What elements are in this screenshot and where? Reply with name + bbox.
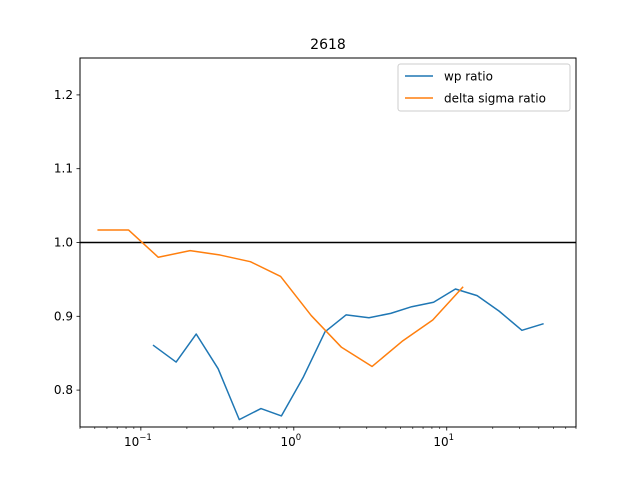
series-line-1 xyxy=(152,288,544,421)
axes: 0.8 0.9 1.0 1.1 1.2 10−1 100 101 xyxy=(54,57,577,449)
legend-label-2: delta sigma ratio xyxy=(444,92,546,106)
legend-label-1: wp ratio xyxy=(444,70,493,84)
chart-title: 2618 xyxy=(310,37,346,53)
plot-area xyxy=(80,229,576,421)
x-tick-label: 10−1 xyxy=(124,433,152,449)
legend-box xyxy=(397,63,571,112)
series-line-2 xyxy=(97,229,464,368)
y-tick-label: 0.9 xyxy=(54,309,73,323)
x-tick-label: 100 xyxy=(280,433,301,449)
y-tick-label: 0.8 xyxy=(54,383,73,397)
legend: wp ratio delta sigma ratio xyxy=(397,63,571,112)
y-tick-label: 1.2 xyxy=(54,88,73,102)
y-tick-label: 1.0 xyxy=(54,236,73,250)
x-tick-label: 101 xyxy=(433,433,454,449)
y-tick-label: 1.1 xyxy=(54,162,73,176)
